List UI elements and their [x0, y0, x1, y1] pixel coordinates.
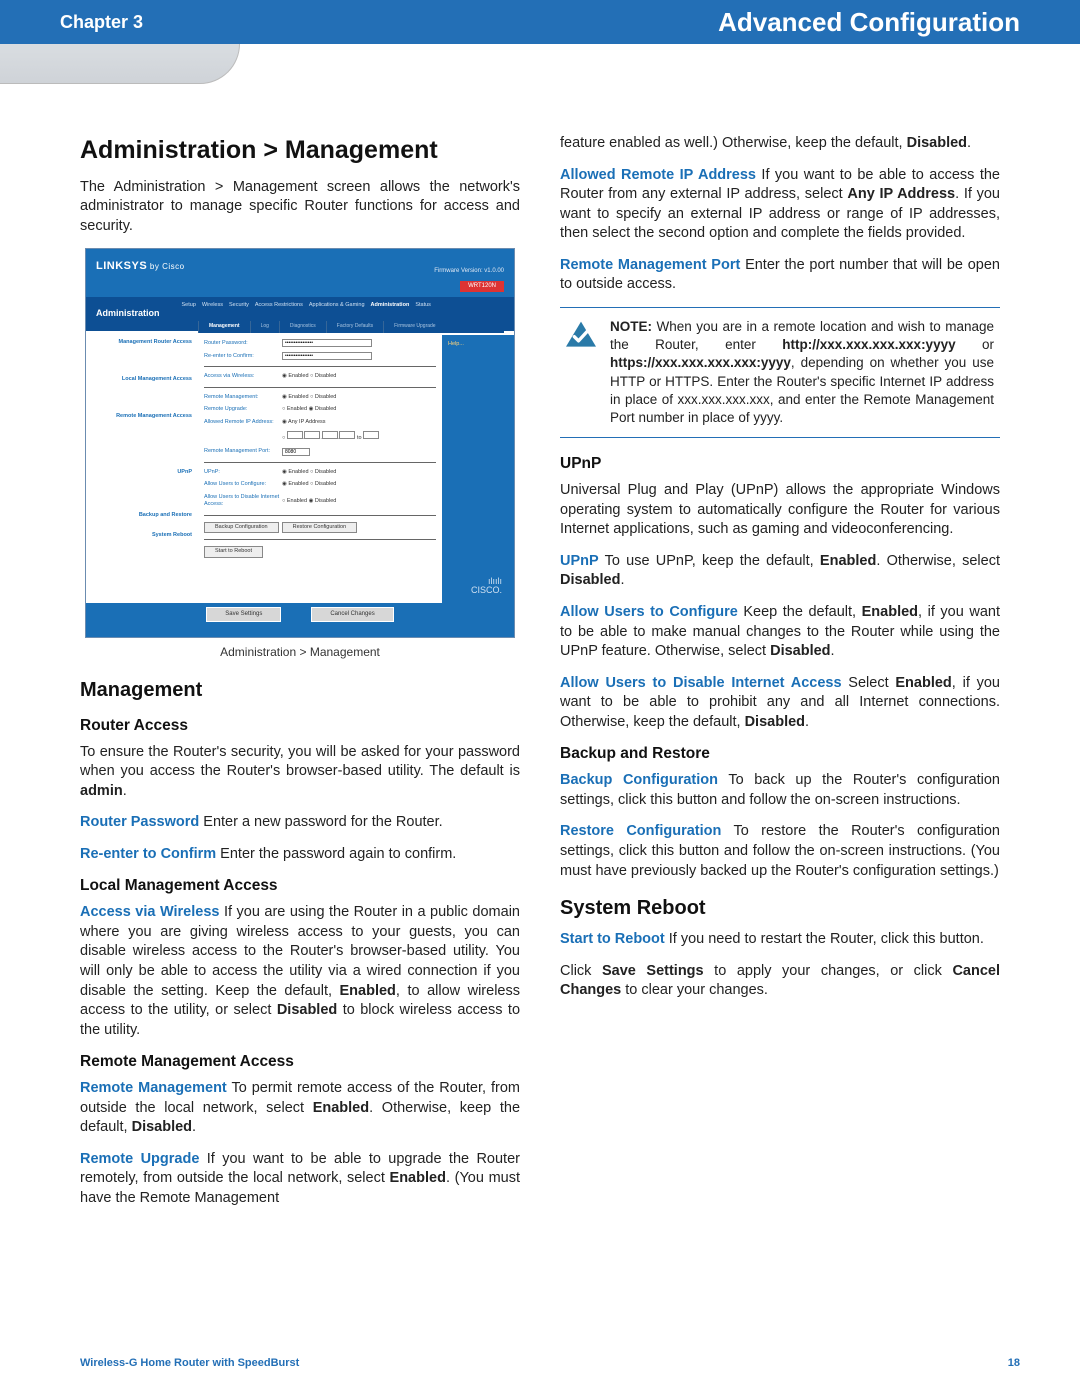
heading-admin-management: Administration > Management: [80, 134, 520, 168]
screenshot-form: Router Password:•••••••••••••••• Re-ente…: [198, 335, 442, 603]
help-link[interactable]: Help...: [448, 341, 464, 347]
sub-tabs: Management Log Diagnostics Factory Defau…: [198, 321, 504, 333]
chapter-label: Chapter 3: [60, 12, 143, 33]
ss-section-local: Local Management Access: [86, 376, 192, 383]
allow-configure-line: Allow Users to Configure Keep the defaul…: [560, 603, 1000, 662]
product-name: Wireless-G Home Router with SpeedBurst: [80, 1357, 299, 1369]
lbl-allowed-ip: Allowed Remote IP Address:: [204, 419, 282, 426]
subtab-firmware[interactable]: Firmware Upgrade: [383, 321, 445, 333]
note-box: NOTE: When you are in a remote location …: [560, 307, 1000, 438]
remote-upgrade-cont: feature enabled as well.) Otherwise, kee…: [560, 134, 1000, 154]
tab-setup[interactable]: Setup: [180, 301, 198, 309]
input-port[interactable]: 8080: [282, 448, 310, 456]
screenshot-help: Help...: [442, 335, 514, 603]
heading-system-reboot: System Reboot: [560, 895, 1000, 922]
reboot-button[interactable]: Start to Reboot: [204, 546, 263, 557]
router-access-paragraph: To ensure the Router's security, you wil…: [80, 743, 520, 802]
page-number: 18: [1008, 1357, 1020, 1369]
save-cancel-line: Click Save Settings to apply your change…: [560, 962, 1000, 1001]
ss-section-upnp: UPnP: [86, 469, 192, 476]
lbl-allow-dis: Allow Users to Disable Internet Access:: [204, 494, 282, 509]
reboot-line: Start to Reboot If you need to restart t…: [560, 930, 1000, 950]
lbl-remote-upg: Remote Upgrade:: [204, 406, 282, 413]
lbl-password: Router Password:: [204, 340, 282, 347]
router-ui-screenshot: LINKSYS by Cisco Firmware Version: v1.0.…: [85, 248, 515, 638]
lbl-remote-mgmt: Remote Management:: [204, 394, 282, 401]
tab-wireless[interactable]: Wireless: [200, 301, 225, 309]
content-columns: Administration > Management The Administ…: [0, 44, 1080, 1221]
tab-access[interactable]: Access Restrictions: [253, 301, 305, 309]
tab-admin[interactable]: Administration: [369, 301, 412, 309]
header-notch: [0, 44, 240, 84]
screenshot-left-labels: Management Router Access Local Managemen…: [86, 335, 198, 603]
allow-disable-line: Allow Users to Disable Internet Access S…: [560, 674, 1000, 733]
remote-upgrade-paragraph: Remote Upgrade If you want to be able to…: [80, 1150, 520, 1209]
heading-management: Management: [80, 677, 520, 704]
subtab-defaults[interactable]: Factory Defaults: [326, 321, 383, 333]
page-footer: Wireless-G Home Router with SpeedBurst 1…: [80, 1357, 1020, 1369]
page: Chapter 3 Advanced Configuration Adminis…: [0, 0, 1080, 1397]
tab-security[interactable]: Security: [227, 301, 251, 309]
remote-port-paragraph: Remote Management Port Enter the port nu…: [560, 256, 1000, 295]
heading-local-access: Local Management Access: [80, 876, 520, 897]
heading-backup: Backup and Restore: [560, 744, 1000, 765]
restore-button[interactable]: Restore Configuration: [282, 522, 358, 533]
upnp-line: UPnP To use UPnP, keep the default, Enab…: [560, 552, 1000, 591]
subtab-diag[interactable]: Diagnostics: [279, 321, 326, 333]
upnp-intro: Universal Plug and Play (UPnP) allows th…: [560, 481, 1000, 540]
lbl-allow-cfg: Allow Users to Configure:: [204, 481, 282, 488]
ip-oct3[interactable]: [322, 431, 338, 439]
backup-line: Backup Configuration To back up the Rout…: [560, 771, 1000, 810]
reenter-line: Re-enter to Confirm Enter the password a…: [80, 845, 520, 865]
lbl-port: Remote Management Port:: [204, 448, 282, 455]
subtab-management[interactable]: Management: [198, 321, 250, 333]
router-password-line: Router Password Enter a new password for…: [80, 813, 520, 833]
lbl-confirm: Re-enter to Confirm:: [204, 353, 282, 360]
screenshot-caption: Administration > Management: [80, 644, 520, 660]
linksys-logo: LINKSYS by Cisco: [96, 259, 185, 274]
heading-upnp: UPnP: [560, 454, 1000, 475]
intro-paragraph: The Administration > Management screen a…: [80, 178, 520, 237]
section-title: Advanced Configuration: [718, 7, 1020, 38]
heading-remote-access: Remote Management Access: [80, 1052, 520, 1073]
input-confirm[interactable]: ••••••••••••••••: [282, 352, 372, 360]
ss-section-router-access: Management Router Access: [86, 339, 192, 346]
tab-status[interactable]: Status: [413, 301, 433, 309]
cisco-logo: ılıılıCISCO.: [471, 577, 502, 595]
ss-section-reboot: System Reboot: [86, 532, 192, 539]
ss-section-remote: Remote Management Access: [86, 413, 192, 420]
note-check-icon: [564, 320, 598, 350]
wireless-access-paragraph: Access via Wireless If you are using the…: [80, 903, 520, 1040]
lbl-wireless: Access via Wireless:: [204, 373, 282, 380]
ip-oct1[interactable]: [287, 431, 303, 439]
model-badge: WRT120N: [460, 281, 504, 291]
tab-apps[interactable]: Applications & Gaming: [307, 301, 367, 309]
restore-line: Restore Configuration To restore the Rou…: [560, 822, 1000, 881]
cancel-changes-button[interactable]: Cancel Changes: [311, 607, 393, 621]
remote-mgmt-paragraph: Remote Management To permit remote acces…: [80, 1079, 520, 1138]
allowed-ip-paragraph: Allowed Remote IP Address If you want to…: [560, 166, 1000, 244]
screenshot-body: Management Router Access Local Managemen…: [86, 335, 514, 603]
ss-section-backup: Backup and Restore: [86, 512, 192, 519]
screenshot-footer: Save Settings Cancel Changes: [86, 603, 514, 637]
ip-oct5[interactable]: [363, 431, 379, 439]
ip-oct4[interactable]: [339, 431, 355, 439]
subtab-log[interactable]: Log: [250, 321, 279, 333]
page-header: Chapter 3 Advanced Configuration: [0, 0, 1080, 44]
input-password[interactable]: ••••••••••••••••: [282, 339, 372, 347]
backup-button[interactable]: Backup Configuration: [204, 522, 279, 533]
ip-oct2[interactable]: [304, 431, 320, 439]
admin-heading: Administration: [96, 307, 160, 319]
lbl-upnp: UPnP:: [204, 469, 282, 476]
save-settings-button[interactable]: Save Settings: [206, 607, 281, 621]
left-column: Administration > Management The Administ…: [80, 134, 520, 1221]
heading-router-access: Router Access: [80, 716, 520, 737]
firmware-label: Firmware Version: v1.0.00: [434, 267, 504, 275]
right-column: feature enabled as well.) Otherwise, kee…: [560, 134, 1000, 1221]
